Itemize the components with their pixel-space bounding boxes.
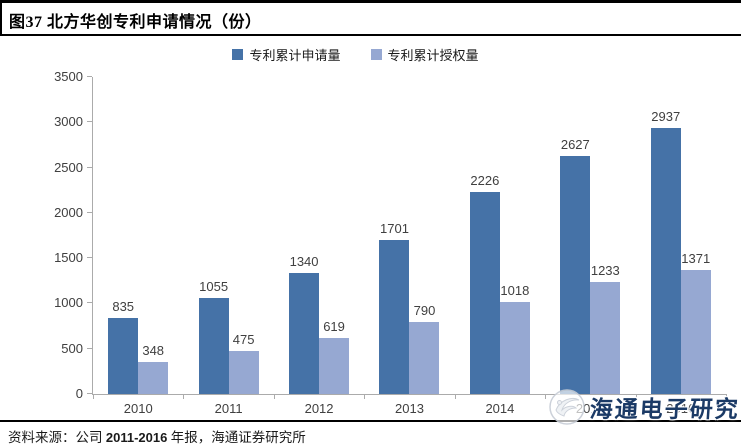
bar-applications-2014: 2226 — [469, 173, 500, 394]
legend-label-applications: 专利累计申请量 — [249, 47, 341, 63]
bar-group-2015: 2627 1233 2015 — [545, 77, 635, 416]
x-axis-tick-label: 2014 — [485, 401, 515, 416]
legend-label-grants: 专利累计授权量 — [387, 47, 479, 63]
bar-grants-2013: 790 — [409, 303, 440, 394]
bar-group-2010: 835 348 2010 — [93, 77, 183, 416]
data-label: 835 — [112, 299, 135, 315]
bar-groups: 835 348 2010 1055 475 2011 1340 619 2012 1701 790 2… — [93, 77, 726, 416]
y-axis-tick — [87, 76, 92, 77]
y-axis-tick-label: 1000 — [54, 295, 83, 311]
bar-column: 1340 — [289, 77, 320, 394]
y-axis-tick — [87, 347, 92, 349]
y-axis-tick-label: 1500 — [54, 250, 83, 266]
bar-group-2014: 2226 1018 2014 — [455, 77, 545, 416]
legend-item-grants: 专利累计授权量 — [370, 45, 479, 64]
bar-applications-2013: 1701 — [379, 221, 410, 394]
y-axis-tick — [87, 211, 92, 213]
bar-grants-2011: 475 — [228, 332, 259, 394]
bar-grants-2014: 1018 — [499, 283, 530, 394]
data-label: 1018 — [500, 282, 530, 298]
data-label: 1233 — [590, 263, 620, 279]
x-axis-tick — [364, 394, 366, 399]
data-label: 1340 — [289, 253, 319, 269]
data-label: 348 — [142, 343, 165, 359]
bar-column: 2627 — [560, 77, 591, 394]
x-axis-tick — [93, 394, 94, 399]
x-axis-tick — [183, 394, 185, 399]
bar-column: 1233 — [590, 77, 621, 394]
bar-column: 2937 — [650, 77, 681, 394]
bar-column: 1371 — [680, 77, 711, 394]
bar-group-2016: 2937 1371 2016 — [636, 77, 726, 416]
bar-column: 475 — [228, 77, 259, 394]
watermark: 海通电子研究 — [546, 386, 741, 428]
bar-group-2013: 1701 790 2013 — [364, 77, 454, 416]
y-axis-tick — [87, 121, 92, 123]
data-label: 1055 — [199, 279, 229, 295]
y-axis-tick — [87, 302, 92, 304]
bar-grants-2012: 619 — [319, 319, 350, 394]
haitong-logo-icon — [549, 389, 585, 425]
legend-swatch-applications-icon — [232, 48, 244, 60]
bar-column: 1018 — [499, 77, 530, 394]
x-axis-tick — [454, 394, 456, 399]
x-axis-tick — [726, 394, 727, 399]
bar-group-2011: 1055 475 2011 — [183, 77, 273, 416]
bar-applications-2016: 2937 — [650, 109, 681, 394]
data-label: 2937 — [651, 109, 681, 124]
data-label: 2226 — [470, 173, 500, 189]
x-axis-tick-label: 2012 — [304, 401, 334, 416]
bottom-divider — [0, 420, 741, 422]
bar-applications-2011: 1055 — [198, 279, 229, 394]
x-axis-tick — [273, 394, 275, 399]
bar-applications-2012: 1340 — [289, 254, 320, 394]
x-axis-tick-label: 2011 — [214, 401, 243, 416]
source-line: 资料来源：公司 2011-2016 年报，海通证券研究所 — [8, 426, 306, 446]
y-axis-tick — [87, 393, 92, 394]
data-label: 1371 — [681, 250, 711, 266]
y-axis-tick-label: 500 — [61, 340, 83, 356]
data-label: 2627 — [560, 137, 590, 153]
legend-swatch-grants-icon — [370, 48, 382, 60]
bar-column: 2226 — [469, 77, 500, 394]
bar-column: 619 — [319, 77, 350, 394]
y-axis-tick-label: 2500 — [54, 159, 83, 175]
y-axis-tick-label: 3000 — [54, 114, 83, 130]
source-suffix: 年报，海通证券研究所 — [167, 430, 306, 445]
figure-title: 图37 北方华创专利申请情况（份） — [9, 13, 262, 31]
bar-column: 835 — [108, 77, 139, 394]
source-years: 2011-2016 — [105, 430, 168, 445]
x-axis-tick-label: 2010 — [123, 401, 153, 416]
x-axis-tick-label: 2016 — [666, 401, 696, 416]
data-label: 1701 — [380, 220, 409, 236]
bar-column: 1701 — [379, 77, 410, 394]
y-axis-tick — [87, 257, 92, 259]
chart-legend: 专利累计申请量 专利累计授权量 — [0, 44, 711, 64]
y-axis-tick — [87, 166, 92, 168]
bar-grants-2015: 1233 — [590, 263, 621, 394]
y-axis-tick-label: 3500 — [54, 69, 83, 84]
y-axis-tick-label: 2000 — [54, 204, 83, 220]
watermark-text: 海通电子研究 — [588, 397, 741, 422]
data-label: 790 — [413, 303, 436, 319]
bar-column: 790 — [409, 77, 440, 394]
y-axis-tick-label: 0 — [75, 386, 83, 401]
figure-title-bar: 图37 北方华创专利申请情况（份） — [0, 0, 741, 36]
bar-applications-2010: 835 — [108, 299, 139, 394]
plot-area: 0 500 1000 1500 2000 2500 3000 3500 835 348 2010 10… — [54, 69, 727, 416]
data-label: 475 — [232, 331, 255, 347]
data-label: 619 — [323, 318, 345, 334]
bar-column: 1055 — [198, 77, 229, 394]
legend-item-applications: 专利累计申请量 — [232, 45, 341, 64]
x-axis-tick — [635, 394, 637, 399]
x-axis-tick — [545, 394, 547, 399]
source-prefix: 资料来源：公司 — [8, 430, 106, 445]
bar-column: 348 — [138, 77, 169, 394]
bar-grants-2016: 1371 — [680, 251, 711, 394]
bar-applications-2015: 2627 — [560, 137, 591, 394]
x-axis-tick-label: 2013 — [395, 401, 424, 416]
bar-grants-2010: 348 — [138, 343, 169, 394]
bar-group-2012: 1340 619 2012 — [274, 77, 364, 416]
